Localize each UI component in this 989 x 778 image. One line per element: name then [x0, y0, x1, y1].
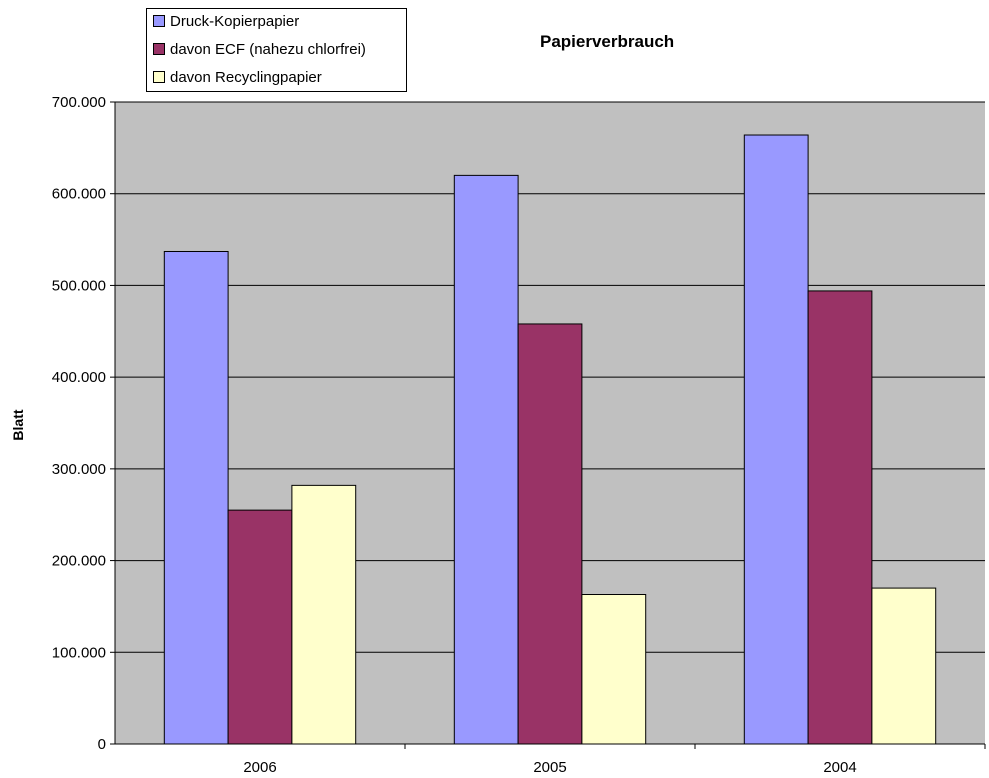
- x-tick-label-2005: 2005: [533, 759, 566, 776]
- legend: Druck-Kopierpapier davon ECF (nahezu chl…: [146, 8, 407, 92]
- bar-2005-series-1: [517, 323, 583, 745]
- y-tick-label: 400.000: [52, 369, 106, 386]
- y-tick-label: 0: [98, 736, 106, 753]
- x-tick-label-2006: 2006: [243, 759, 276, 776]
- legend-item-druck-kopierpapier: Druck-Kopierpapier: [153, 12, 299, 30]
- legend-label: davon ECF (nahezu chlorfrei): [170, 40, 366, 58]
- y-tick-label: 600.000: [52, 186, 106, 203]
- bar-2004-series-2: [871, 587, 937, 745]
- legend-label: Druck-Kopierpapier: [170, 12, 300, 30]
- y-tick-label: 200.000: [52, 553, 106, 570]
- legend-swatch-davon-ecf: [153, 43, 165, 55]
- bar-2006-series-1: [227, 509, 293, 745]
- legend-swatch-davon-recyclingpapier: [153, 71, 165, 83]
- y-tick-label: 700.000: [52, 94, 106, 111]
- legend-swatch-druck-kopierpapier: [153, 15, 165, 27]
- y-axis-label: Blatt: [10, 409, 26, 441]
- y-tick-label: 500.000: [52, 277, 106, 294]
- bar-2006-series-2: [291, 484, 357, 745]
- legend-item-davon-recyclingpapier: davon Recyclingpapier: [153, 68, 322, 86]
- bar-2004-series-1: [807, 290, 873, 745]
- bar-2006-series-0: [163, 250, 229, 745]
- y-tick-labels: 0 100.000 200.000 300.000 400.000 500.000 600.…: [52, 94, 106, 753]
- chart-title: Papierverbrauch: [540, 32, 675, 51]
- bars: [163, 134, 937, 745]
- bar-2005-series-0: [453, 174, 519, 745]
- axes: [110, 101, 986, 749]
- x-tick-labels: 2006 2005 2004: [243, 759, 856, 776]
- y-tick-label: 100.000: [52, 644, 106, 661]
- legend-label: davon Recyclingpapier: [170, 68, 322, 86]
- bar-2004-series-0: [743, 134, 809, 745]
- legend-item-davon-ecf: davon ECF (nahezu chlorfrei): [153, 40, 366, 58]
- y-tick-label: 300.000: [52, 461, 106, 478]
- x-tick-label-2004: 2004: [823, 759, 856, 776]
- bar-2005-series-2: [581, 594, 647, 745]
